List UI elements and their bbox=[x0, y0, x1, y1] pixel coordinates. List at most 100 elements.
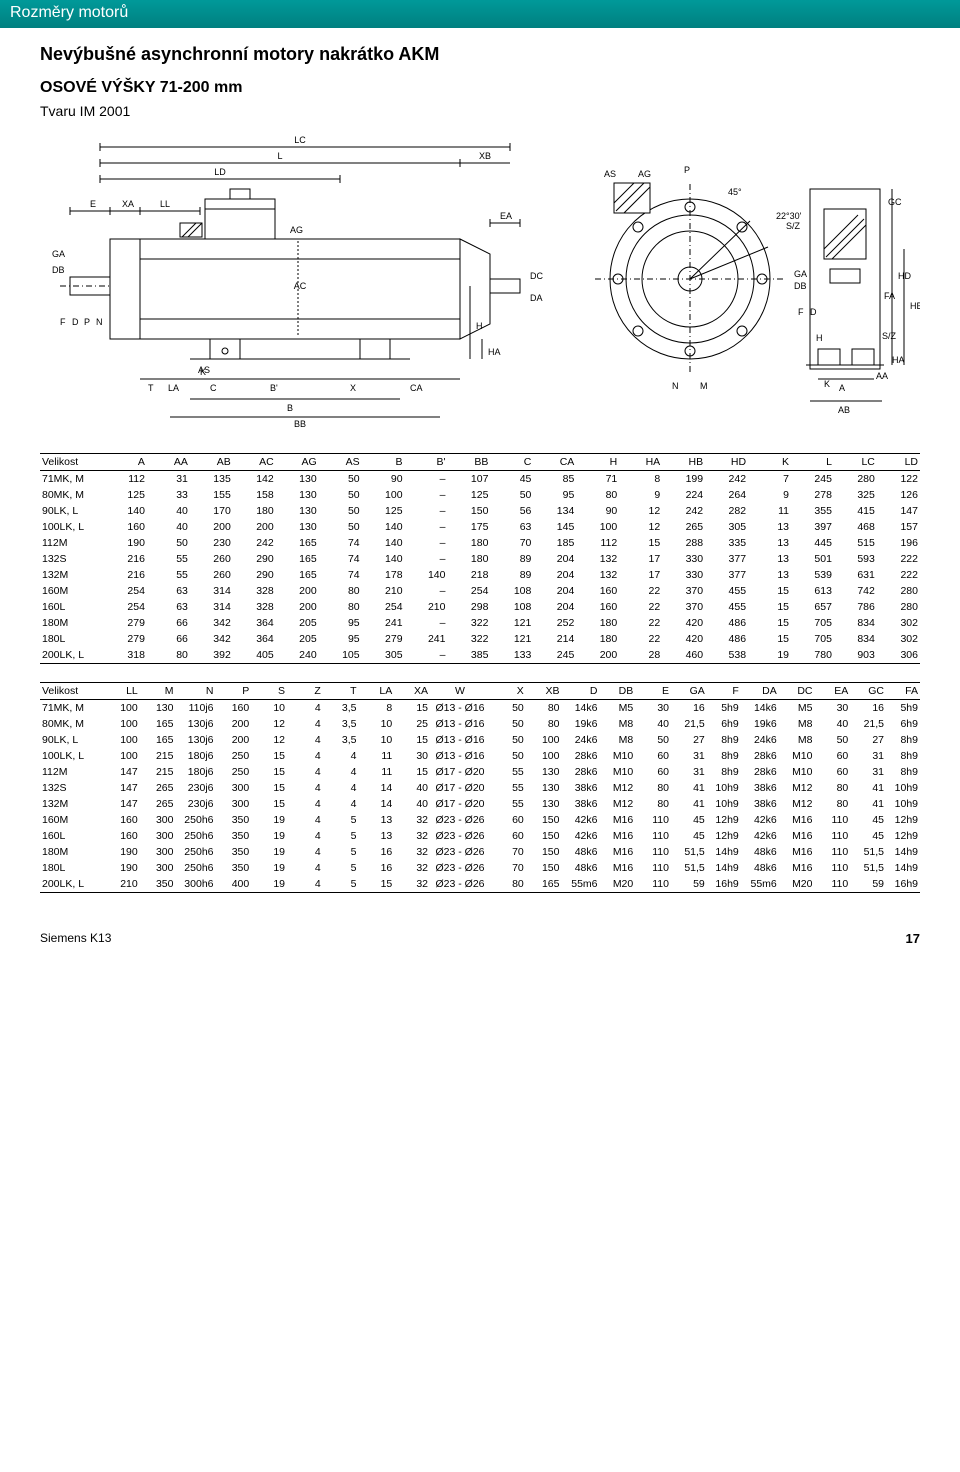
table1-col-8: B' bbox=[405, 454, 448, 471]
table1-cell: 50 bbox=[319, 471, 362, 488]
table1-cell: 280 bbox=[877, 599, 920, 615]
table2-cell: 230j6 bbox=[176, 796, 216, 812]
table1-cell: 355 bbox=[791, 503, 834, 519]
table1-cell: – bbox=[405, 487, 448, 503]
table2-cell: 150 bbox=[526, 844, 562, 860]
table2-cell: 10h9 bbox=[707, 796, 741, 812]
table1-cell: 306 bbox=[877, 647, 920, 664]
table2-cell: 60 bbox=[490, 828, 526, 844]
table2-cell: 4 bbox=[287, 780, 323, 796]
table2-cell: 4 bbox=[323, 764, 359, 780]
table1-cell: 185 bbox=[533, 535, 576, 551]
table1-cell: 242 bbox=[705, 471, 748, 488]
svg-text:AS: AS bbox=[198, 365, 210, 375]
table2-col-15: E bbox=[635, 683, 671, 700]
svg-text:XA: XA bbox=[122, 199, 134, 209]
table2-row: 160M160300250h635019451332Ø23 - Ø2660150… bbox=[40, 812, 920, 828]
svg-text:D: D bbox=[810, 307, 817, 317]
drawing-front-view: 45° 22°30' AS AG bbox=[580, 129, 920, 429]
table2-cell: 12h9 bbox=[707, 812, 741, 828]
table1-cell: 74 bbox=[319, 551, 362, 567]
table1-cell: 290 bbox=[233, 551, 276, 567]
table1-cell: 80 bbox=[319, 599, 362, 615]
table1-cell: 125 bbox=[448, 487, 491, 503]
table2-cell: 28k6 bbox=[562, 764, 600, 780]
table1-cell: 342 bbox=[190, 631, 233, 647]
table2-cell: 100 bbox=[104, 732, 140, 748]
table1-cell: 216 bbox=[104, 567, 147, 583]
table2-col-2: M bbox=[140, 683, 176, 700]
table2-cell: 160 bbox=[104, 828, 140, 844]
table1-cell: 515 bbox=[834, 535, 877, 551]
table2-cell: M5 bbox=[600, 700, 636, 717]
table2-cell: 4 bbox=[287, 812, 323, 828]
table1-cell: 50 bbox=[319, 487, 362, 503]
table1-cell: 100 bbox=[576, 519, 619, 535]
table2-cell: 31 bbox=[671, 764, 707, 780]
table1-cell: 170 bbox=[190, 503, 233, 519]
table1-cell: 280 bbox=[834, 471, 877, 488]
table1-row: 180M2796634236420595241–3221212521802242… bbox=[40, 615, 920, 631]
table1-cell: 66 bbox=[147, 615, 190, 631]
table2-cell: 19 bbox=[251, 828, 287, 844]
table2-cell: M20 bbox=[779, 876, 815, 893]
table1-cell: 121 bbox=[490, 631, 533, 647]
table1-cell: 593 bbox=[834, 551, 877, 567]
table2-cell: 150 bbox=[526, 828, 562, 844]
table2-cell: 4 bbox=[287, 844, 323, 860]
table1-cell: 90 bbox=[576, 503, 619, 519]
table2-cell: 5h9 bbox=[707, 700, 741, 717]
table2-cell: 21,5 bbox=[850, 716, 886, 732]
table1-cell: 107 bbox=[448, 471, 491, 488]
table2-cell: 60 bbox=[490, 812, 526, 828]
table2-cell: 230j6 bbox=[176, 780, 216, 796]
table2-cell: 5 bbox=[323, 876, 359, 893]
svg-text:A: A bbox=[839, 383, 845, 393]
table2-cell: 215 bbox=[140, 764, 176, 780]
table2-cell: 16h9 bbox=[707, 876, 741, 893]
table2-cell: 14h9 bbox=[707, 860, 741, 876]
table2-cell: M16 bbox=[779, 828, 815, 844]
table2-cell: 180L bbox=[40, 860, 104, 876]
table2-row: 80MK, M100165130j62001243,51025Ø13 - Ø16… bbox=[40, 716, 920, 732]
table1-cell: 205 bbox=[276, 615, 319, 631]
table1-cell: 160 bbox=[576, 583, 619, 599]
table2-cell: 100 bbox=[104, 716, 140, 732]
table2-col-18: DA bbox=[741, 683, 779, 700]
table2-cell: M8 bbox=[779, 716, 815, 732]
table1-cell: 613 bbox=[791, 583, 834, 599]
table1-cell: 241 bbox=[362, 615, 405, 631]
table1-cell: 157 bbox=[877, 519, 920, 535]
table1-cell: 15 bbox=[748, 583, 791, 599]
table1-cell: 780 bbox=[791, 647, 834, 664]
table2-cell: M8 bbox=[600, 716, 636, 732]
table2-cell: 80 bbox=[815, 796, 851, 812]
table1-cell: 140 bbox=[104, 503, 147, 519]
table2-cell: 48k6 bbox=[562, 844, 600, 860]
table1-cell: 12 bbox=[619, 519, 662, 535]
table2-row: 100LK, L100215180j625015441130Ø13 - Ø165… bbox=[40, 748, 920, 764]
table1-cell: 322 bbox=[448, 615, 491, 631]
table2-col-22: FA bbox=[886, 683, 920, 700]
table1-cell: 150 bbox=[448, 503, 491, 519]
table2-cell: 5h9 bbox=[886, 700, 920, 717]
table1-cell: 80 bbox=[576, 487, 619, 503]
table2-cell: 30 bbox=[635, 700, 671, 717]
table2-cell: 40 bbox=[635, 716, 671, 732]
svg-text:AA: AA bbox=[876, 371, 888, 381]
table1-cell: 254 bbox=[362, 599, 405, 615]
table1-cell: 11 bbox=[748, 503, 791, 519]
table2-cell: 30 bbox=[815, 700, 851, 717]
table1-cell: 15 bbox=[748, 615, 791, 631]
table1-cell: 74 bbox=[319, 535, 362, 551]
table1-cell: 415 bbox=[834, 503, 877, 519]
table2-cell: 19 bbox=[251, 876, 287, 893]
table2-cell: 12 bbox=[251, 716, 287, 732]
table2-cell: 15 bbox=[251, 796, 287, 812]
table2-cell: Ø23 - Ø26 bbox=[430, 828, 490, 844]
table1-cell: 22 bbox=[619, 615, 662, 631]
table1-cell: 17 bbox=[619, 567, 662, 583]
table1-cell: 265 bbox=[662, 519, 705, 535]
table2-col-5: S bbox=[251, 683, 287, 700]
table1-cell: 328 bbox=[233, 583, 276, 599]
